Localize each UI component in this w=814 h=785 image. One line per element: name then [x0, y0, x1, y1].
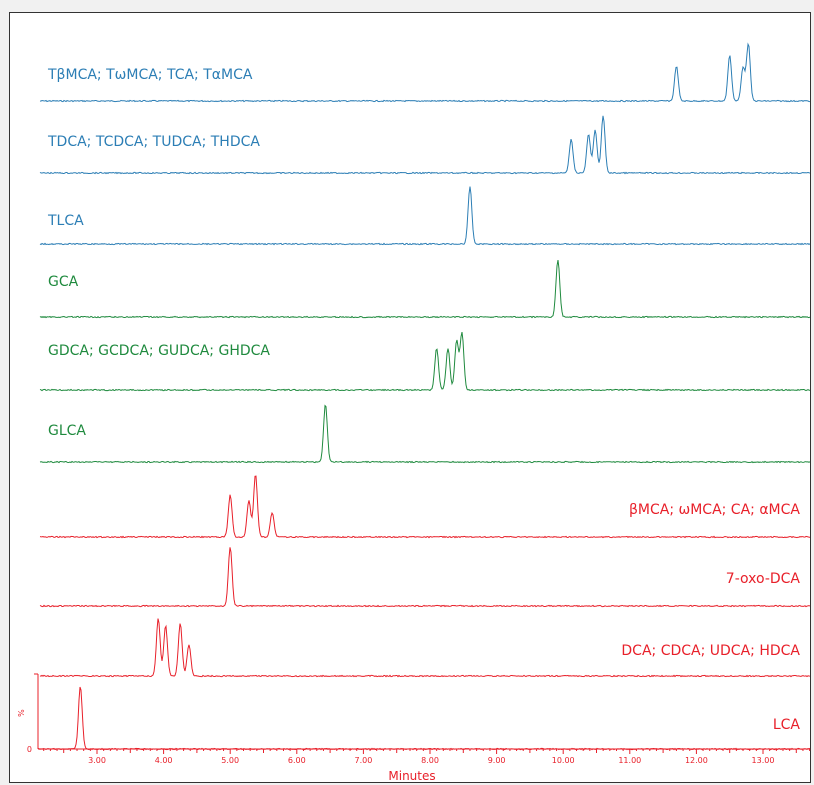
- series-label: TDCA; TCDCA; TUDCA; THDCA: [47, 134, 260, 150]
- series-trace: [39, 404, 811, 464]
- series-trace: [39, 331, 811, 392]
- series-label: DCA; CDCA; UDCA; HDCA: [621, 643, 800, 659]
- x-tick-label: 10.00: [552, 756, 575, 765]
- chart-frame: TβMCA; TωMCA; TCA; TαMCA TDCA; TCDCA; TUD…: [9, 12, 811, 783]
- x-tick-label: 4.00: [155, 756, 173, 765]
- series-trace: [39, 618, 811, 678]
- series-trace: [39, 42, 811, 103]
- chromatogram-chart: TβMCA; TωMCA; TCA; TαMCA TDCA; TCDCA; TUD…: [17, 42, 811, 783]
- series-trace: [39, 260, 811, 319]
- series-trace: [37, 686, 811, 751]
- series-label: 7-oxo-DCA: [726, 571, 801, 587]
- series-label: LCA: [773, 717, 801, 733]
- x-axis-title: Minutes: [388, 769, 435, 783]
- series-label: GCA: [48, 274, 79, 290]
- series-trace: [39, 186, 811, 246]
- series-label: GDCA; GCDCA; GUDCA; GHDCA: [48, 343, 270, 359]
- x-tick-label: 6.00: [288, 756, 306, 765]
- x-tick-label: 7.00: [354, 756, 372, 765]
- x-tick-label: 5.00: [221, 756, 239, 765]
- x-tick-label: 13.00: [752, 756, 775, 765]
- x-tick-label: 12.00: [685, 756, 708, 765]
- x-tick-label: 8.00: [421, 756, 439, 765]
- series-label: TLCA: [47, 213, 84, 229]
- x-tick-label: 3.00: [88, 756, 106, 765]
- x-tick-label: 11.00: [618, 756, 641, 765]
- series-trace: [39, 547, 811, 608]
- series-trace: [39, 115, 811, 175]
- series-label: TβMCA; TωMCA; TCA; TαMCA: [47, 67, 253, 83]
- y-axis-label: %: [17, 709, 26, 717]
- series-label: βMCA; ωMCA; CA; αMCA: [629, 502, 800, 518]
- x-tick-label: 9.00: [488, 756, 506, 765]
- series-label: GLCA: [48, 423, 86, 439]
- series-trace: [39, 475, 811, 539]
- y-tick-label: 0: [27, 745, 32, 754]
